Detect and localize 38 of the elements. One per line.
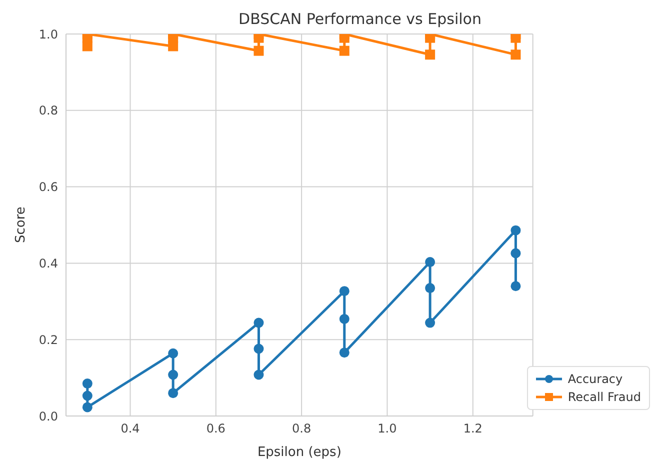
point bbox=[168, 370, 178, 380]
point bbox=[82, 378, 92, 389]
point bbox=[254, 318, 264, 328]
y-tick-label: 0.2 bbox=[38, 332, 58, 347]
point bbox=[339, 286, 350, 296]
point bbox=[254, 46, 264, 56]
x-tick-label: 1.2 bbox=[463, 422, 482, 436]
y-tick-label: 0.4 bbox=[38, 256, 58, 270]
point bbox=[510, 50, 521, 60]
point bbox=[510, 248, 521, 258]
y-axis-title: Score bbox=[14, 206, 29, 243]
y-tick-label: 0.8 bbox=[38, 104, 58, 118]
point bbox=[339, 348, 350, 358]
point bbox=[82, 402, 92, 412]
chart-title: DBSCAN Performance vs Epsilon bbox=[238, 10, 482, 28]
point bbox=[339, 46, 350, 56]
point bbox=[254, 344, 264, 354]
point bbox=[425, 257, 436, 268]
point bbox=[510, 225, 521, 236]
point bbox=[510, 281, 521, 292]
legend-label: Recall Fraud bbox=[568, 389, 641, 406]
x-axis-title: Epsilon (eps) bbox=[257, 445, 342, 460]
x-tick-label: 0.6 bbox=[206, 422, 226, 436]
point bbox=[339, 314, 350, 324]
point bbox=[168, 348, 178, 358]
y-tick-label: 1.0 bbox=[38, 27, 58, 42]
point bbox=[168, 388, 178, 398]
point bbox=[425, 283, 436, 294]
y-tick-label: 0.6 bbox=[38, 180, 58, 194]
y-tick-label: 0.0 bbox=[38, 409, 58, 424]
x-tick-label: 0.8 bbox=[292, 422, 312, 436]
legend-label: Accuracy bbox=[568, 371, 623, 388]
x-tick-label: 1.0 bbox=[378, 422, 397, 436]
x-tick-label: 0.4 bbox=[120, 422, 140, 436]
point bbox=[254, 370, 264, 380]
point bbox=[82, 390, 92, 401]
point bbox=[425, 50, 436, 60]
point bbox=[425, 318, 436, 328]
